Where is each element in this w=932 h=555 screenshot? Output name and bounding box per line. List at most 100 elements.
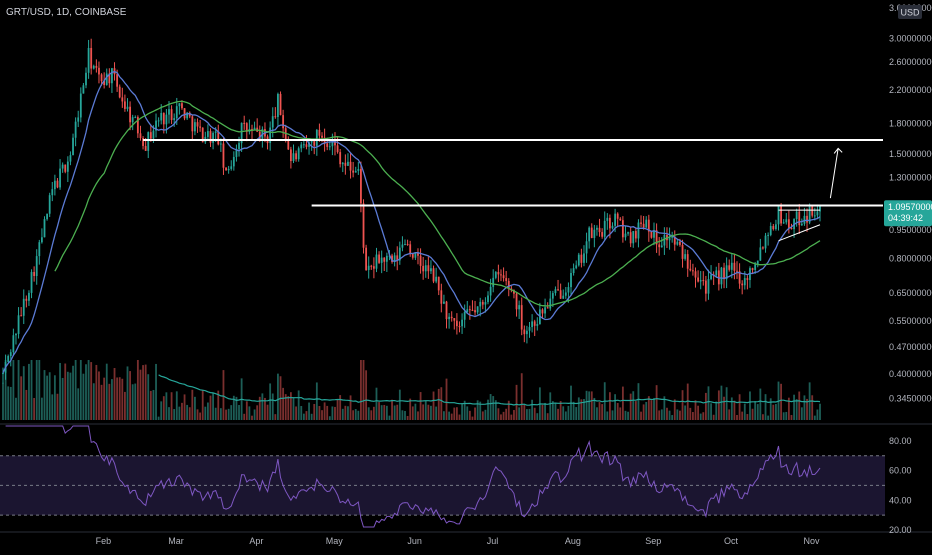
candle <box>435 267 438 284</box>
volume-bar <box>391 399 393 420</box>
volume-bar <box>637 383 640 420</box>
candle-body <box>660 245 663 248</box>
volume-bar <box>315 382 318 420</box>
candle-body <box>411 253 414 258</box>
candle-body <box>489 286 492 296</box>
price-axis-tick: 1.30000000 <box>889 173 932 183</box>
volume-bar <box>455 407 458 420</box>
candle <box>650 230 653 239</box>
candle-body <box>240 122 243 144</box>
triangle-lower-line[interactable] <box>778 224 821 242</box>
candle-body <box>318 129 321 136</box>
candle-body <box>72 137 74 156</box>
volume-bar <box>175 391 178 420</box>
candle-body <box>414 252 417 258</box>
candle-body <box>165 114 168 125</box>
candle <box>139 125 142 141</box>
volume-bar <box>424 400 427 420</box>
volume-bar <box>282 387 285 420</box>
candle-body <box>468 309 471 311</box>
candle <box>188 111 191 119</box>
volume-bar <box>74 360 77 420</box>
candle <box>663 227 666 255</box>
candle <box>69 151 72 166</box>
volume-bar <box>606 411 609 420</box>
volume-bar <box>155 363 157 420</box>
candle-body <box>528 327 531 331</box>
candle-body <box>129 106 131 123</box>
candle-body <box>136 117 139 134</box>
candle <box>95 59 98 73</box>
volume-bar <box>754 401 757 420</box>
candle <box>775 219 777 231</box>
candle <box>352 161 355 178</box>
volume-bar <box>471 416 474 420</box>
volume-bar <box>689 407 692 420</box>
candle-body <box>28 292 30 301</box>
candle <box>378 251 380 264</box>
candle-body <box>66 161 69 172</box>
volume-bar <box>336 399 339 420</box>
candle-body <box>772 226 775 230</box>
volume-bar <box>284 394 287 420</box>
candle <box>634 228 637 243</box>
candle-body <box>710 274 712 280</box>
volume-bar <box>551 401 554 420</box>
currency-badge[interactable]: USD <box>898 5 922 19</box>
volume-bar <box>557 408 559 420</box>
time-axis-tick: Nov <box>803 536 820 546</box>
candle-body <box>79 93 82 118</box>
arrow-shaft[interactable] <box>829 148 839 199</box>
candle <box>230 160 233 171</box>
volume-bar <box>764 394 767 420</box>
candle-body <box>484 302 487 305</box>
candle <box>621 216 624 243</box>
candle <box>461 313 463 334</box>
volume-bar <box>609 392 611 420</box>
volume-bar <box>481 411 484 420</box>
candle-body <box>621 220 624 238</box>
candle <box>251 124 253 140</box>
candle-body <box>795 211 798 220</box>
candle-body <box>606 217 609 221</box>
candle-body <box>541 309 544 314</box>
candle-body <box>82 85 85 94</box>
candle-body <box>756 260 759 265</box>
candle <box>123 94 126 112</box>
volume-bar <box>590 391 593 420</box>
volume-bar <box>25 389 28 420</box>
candle-body <box>292 153 295 162</box>
candle-body <box>227 168 230 171</box>
volume-bar <box>647 396 650 420</box>
volume-bar <box>440 387 443 420</box>
volume-bar <box>596 407 598 420</box>
candle-body <box>183 108 186 119</box>
candle <box>684 249 687 261</box>
candle <box>526 325 528 344</box>
volume-bar <box>526 409 528 420</box>
volume-bar <box>170 392 173 420</box>
candle <box>800 218 803 227</box>
candle-body <box>222 143 225 168</box>
candle <box>289 146 292 169</box>
volume-bar <box>767 415 770 420</box>
candle <box>598 218 601 237</box>
candle <box>196 118 199 133</box>
candle <box>235 144 238 162</box>
volume-bar <box>474 407 476 420</box>
volume-bar <box>30 360 33 420</box>
candle-body <box>697 277 700 282</box>
candle <box>46 213 48 221</box>
candle <box>297 146 300 162</box>
volume-bar <box>712 414 715 420</box>
candle-body <box>251 129 253 131</box>
volume-bar <box>393 405 396 420</box>
candle <box>481 299 484 310</box>
candle-body <box>300 144 303 149</box>
candle <box>77 110 80 128</box>
volume-bar <box>98 371 100 420</box>
volume-bar <box>671 415 674 420</box>
candle <box>170 105 173 125</box>
